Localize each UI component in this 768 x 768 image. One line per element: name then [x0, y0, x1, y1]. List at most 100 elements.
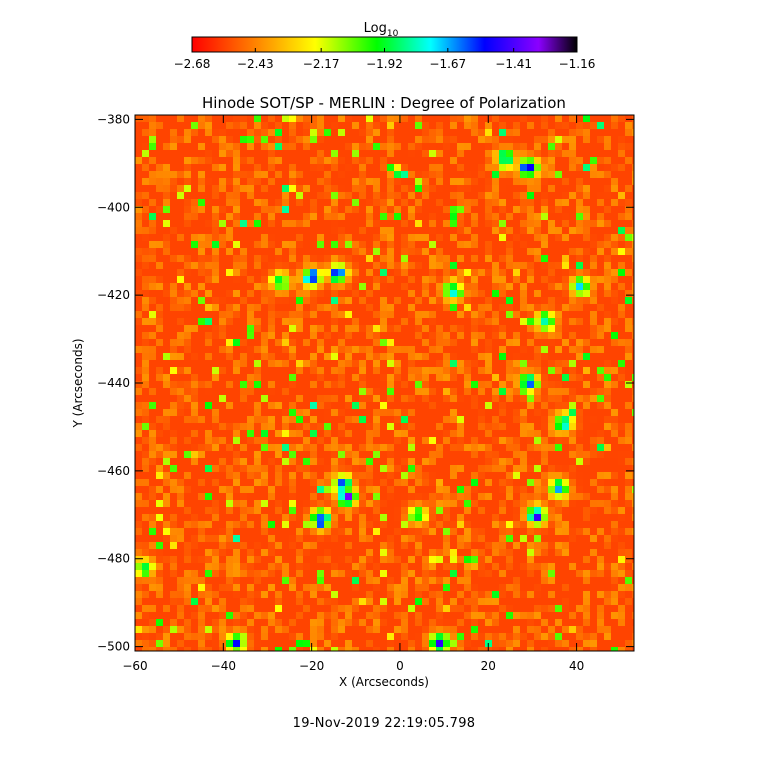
heatmap-cell — [604, 381, 611, 388]
heatmap-cell — [604, 248, 611, 255]
heatmap-cell — [555, 318, 562, 325]
heatmap-cell — [415, 493, 422, 500]
heatmap-cell — [450, 514, 457, 521]
heatmap-cell — [380, 591, 387, 598]
heatmap-cell — [618, 451, 625, 458]
heatmap-cell — [240, 437, 247, 444]
heatmap-cell — [541, 444, 548, 451]
heatmap-cell — [135, 500, 142, 507]
heatmap-cell — [156, 360, 163, 367]
heatmap-cell — [443, 437, 450, 444]
heatmap-cell — [478, 248, 485, 255]
heatmap-cell — [506, 367, 513, 374]
heatmap-cell — [618, 136, 625, 143]
heatmap-cell — [142, 381, 149, 388]
heatmap-cell — [324, 143, 331, 150]
heatmap-cell — [289, 549, 296, 556]
heatmap-cell — [464, 276, 471, 283]
heatmap-cell — [569, 367, 576, 374]
heatmap-cell — [324, 430, 331, 437]
heatmap-cell — [422, 332, 429, 339]
heatmap-cell — [310, 486, 317, 493]
heatmap-cell — [296, 381, 303, 388]
heatmap-cell — [184, 171, 191, 178]
heatmap-cell — [541, 262, 548, 269]
heatmap-cell — [457, 570, 464, 577]
heatmap-cell — [296, 150, 303, 157]
heatmap-cell — [205, 234, 212, 241]
heatmap-cell — [506, 500, 513, 507]
heatmap-cell — [184, 332, 191, 339]
heatmap-cell — [506, 248, 513, 255]
heatmap-cell — [317, 451, 324, 458]
heatmap-cell — [422, 269, 429, 276]
heatmap-cell — [548, 248, 555, 255]
heatmap-cell — [562, 451, 569, 458]
heatmap-cell — [401, 535, 408, 542]
heatmap-cell — [464, 500, 471, 507]
heatmap-cell — [499, 129, 506, 136]
heatmap-cell — [275, 444, 282, 451]
heatmap-cell — [345, 486, 352, 493]
heatmap-cell — [289, 360, 296, 367]
heatmap-cell — [268, 542, 275, 549]
heatmap-cell — [534, 444, 541, 451]
heatmap-cell — [345, 416, 352, 423]
heatmap-cell — [436, 220, 443, 227]
heatmap-cell — [184, 136, 191, 143]
heatmap-cell — [527, 227, 534, 234]
heatmap-cell — [457, 367, 464, 374]
heatmap-cell — [485, 206, 492, 213]
heatmap-cell — [597, 332, 604, 339]
heatmap-cell — [450, 325, 457, 332]
heatmap-cell — [485, 290, 492, 297]
heatmap-cell — [471, 542, 478, 549]
heatmap-cell — [373, 276, 380, 283]
heatmap-cell — [457, 143, 464, 150]
heatmap-cell — [233, 500, 240, 507]
heatmap-cell — [513, 437, 520, 444]
heatmap-cell — [135, 528, 142, 535]
heatmap-cell — [184, 507, 191, 514]
heatmap-cell — [499, 199, 506, 206]
heatmap-cell — [450, 542, 457, 549]
heatmap-cell — [548, 136, 555, 143]
heatmap-cell — [527, 122, 534, 129]
heatmap-cell — [520, 472, 527, 479]
heatmap-cell — [632, 283, 634, 290]
heatmap-cell — [597, 535, 604, 542]
heatmap-cell — [632, 164, 634, 171]
heatmap-cell — [457, 157, 464, 164]
heatmap-cell — [254, 570, 261, 577]
heatmap-cell — [373, 500, 380, 507]
heatmap-cell — [618, 374, 625, 381]
heatmap-cell — [506, 318, 513, 325]
heatmap-cell — [422, 255, 429, 262]
heatmap-cell — [380, 318, 387, 325]
heatmap-cell — [303, 346, 310, 353]
heatmap-cell — [534, 143, 541, 150]
heatmap-cell — [464, 472, 471, 479]
heatmap-cell — [289, 241, 296, 248]
heatmap-cell — [282, 269, 289, 276]
heatmap-cell — [429, 591, 436, 598]
heatmap-cell — [142, 325, 149, 332]
heatmap-cell — [569, 241, 576, 248]
heatmap-cell — [177, 150, 184, 157]
heatmap-cell — [562, 353, 569, 360]
heatmap-cell — [576, 297, 583, 304]
heatmap-cell — [317, 276, 324, 283]
heatmap-cell — [170, 451, 177, 458]
heatmap-cell — [478, 451, 485, 458]
heatmap-cell — [156, 556, 163, 563]
heatmap-cell — [233, 514, 240, 521]
heatmap-cell — [191, 185, 198, 192]
heatmap-cell — [513, 542, 520, 549]
heatmap-cell — [443, 178, 450, 185]
heatmap-cell — [177, 535, 184, 542]
heatmap-cell — [436, 276, 443, 283]
heatmap-cell — [548, 486, 555, 493]
heatmap-cell — [520, 388, 527, 395]
heatmap-cell — [359, 395, 366, 402]
heatmap-cell — [240, 346, 247, 353]
